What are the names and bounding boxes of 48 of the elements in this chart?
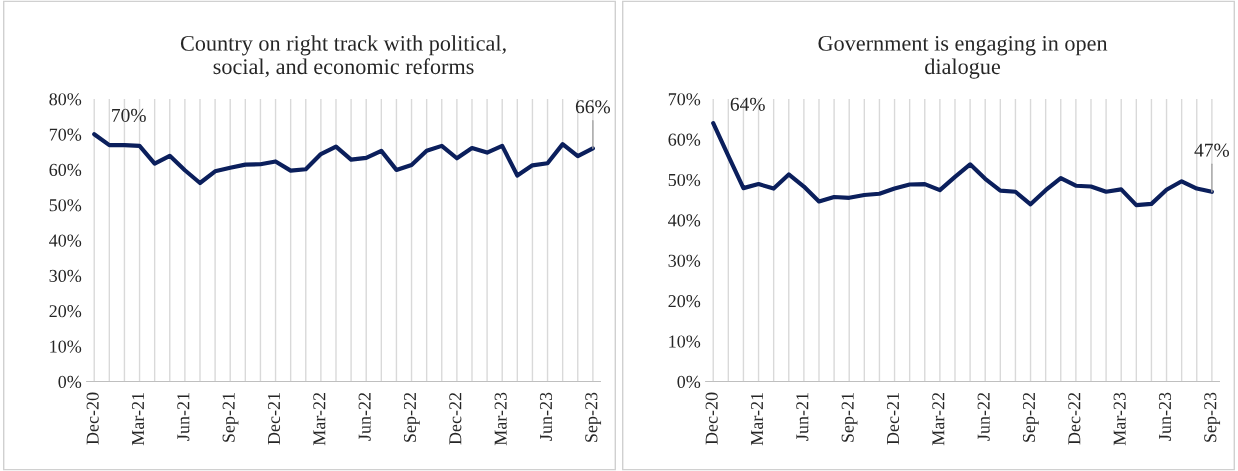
y-tick-label: 10% bbox=[669, 335, 701, 348]
x-tick-label: Dec-20 bbox=[86, 392, 99, 445]
x-tick-label: Mar-22 bbox=[313, 392, 326, 446]
y-tick-label: 50% bbox=[668, 173, 701, 187]
y-tick-label: 30% bbox=[668, 254, 701, 267]
y-tick-label: 40% bbox=[49, 234, 82, 247]
x-tick-label: Mar-23 bbox=[494, 392, 507, 446]
y-tick-label: 0% bbox=[677, 375, 701, 389]
x-tick-label: Dec-21 bbox=[886, 393, 900, 445]
y-tick-label: 20% bbox=[668, 295, 701, 308]
x-tick-label: Dec-22 bbox=[449, 392, 462, 445]
x-tick-label: Jun-22 bbox=[358, 392, 371, 441]
line-series bbox=[92, 132, 595, 186]
y-tick-label: 0% bbox=[58, 375, 82, 389]
y-tick-label: 30% bbox=[49, 269, 82, 283]
annotation: 64% bbox=[730, 97, 765, 111]
annotation: 47% bbox=[1194, 143, 1230, 157]
x-tick-label: Sep-23 bbox=[585, 392, 602, 442]
y-tick-label: 80% bbox=[49, 93, 82, 106]
y-tick-label: 70% bbox=[668, 93, 701, 106]
x-tick-label: Sep-23 bbox=[1204, 392, 1221, 442]
annotation: 66% bbox=[575, 100, 611, 114]
x-tick-label: Jun-23 bbox=[539, 392, 553, 441]
x-tick-label: Jun-23 bbox=[1158, 392, 1172, 441]
x-tick-label: Jun-22 bbox=[977, 392, 990, 441]
chart-title: Country on right track with political, social, and economic reforms bbox=[180, 35, 506, 78]
y-tick-label: 60% bbox=[668, 133, 701, 146]
y-tick-label: 70% bbox=[49, 128, 82, 141]
x-tick-label: Jun-21 bbox=[796, 393, 809, 441]
x-tick-label: Sep-21 bbox=[222, 393, 239, 442]
x-tick-label: Dec-21 bbox=[267, 393, 281, 445]
x-tick-label: Mar-23 bbox=[1113, 392, 1126, 446]
x-tick-label: Mar-22 bbox=[932, 392, 945, 446]
x-tick-label: Mar-21 bbox=[131, 393, 145, 446]
x-tick-label: Jun-21 bbox=[177, 393, 190, 441]
y-tick-label: 10% bbox=[50, 340, 82, 353]
x-tick-label: Mar-21 bbox=[750, 393, 764, 446]
chart-title: Government is engaging in open dialogue bbox=[818, 35, 1108, 79]
x-tick-label: Sep-22 bbox=[1022, 392, 1039, 442]
annotation: 70% bbox=[112, 108, 146, 123]
x-tick-label: Sep-21 bbox=[841, 393, 858, 442]
y-tick-label: 40% bbox=[668, 214, 701, 227]
y-tick-label: 20% bbox=[49, 305, 82, 318]
x-tick-label: Dec-22 bbox=[1068, 392, 1081, 445]
x-tick-label: Dec-20 bbox=[705, 392, 718, 445]
y-tick-label: 60% bbox=[49, 163, 82, 177]
x-tick-label: Sep-22 bbox=[403, 392, 420, 442]
y-tick-label: 50% bbox=[49, 199, 82, 212]
